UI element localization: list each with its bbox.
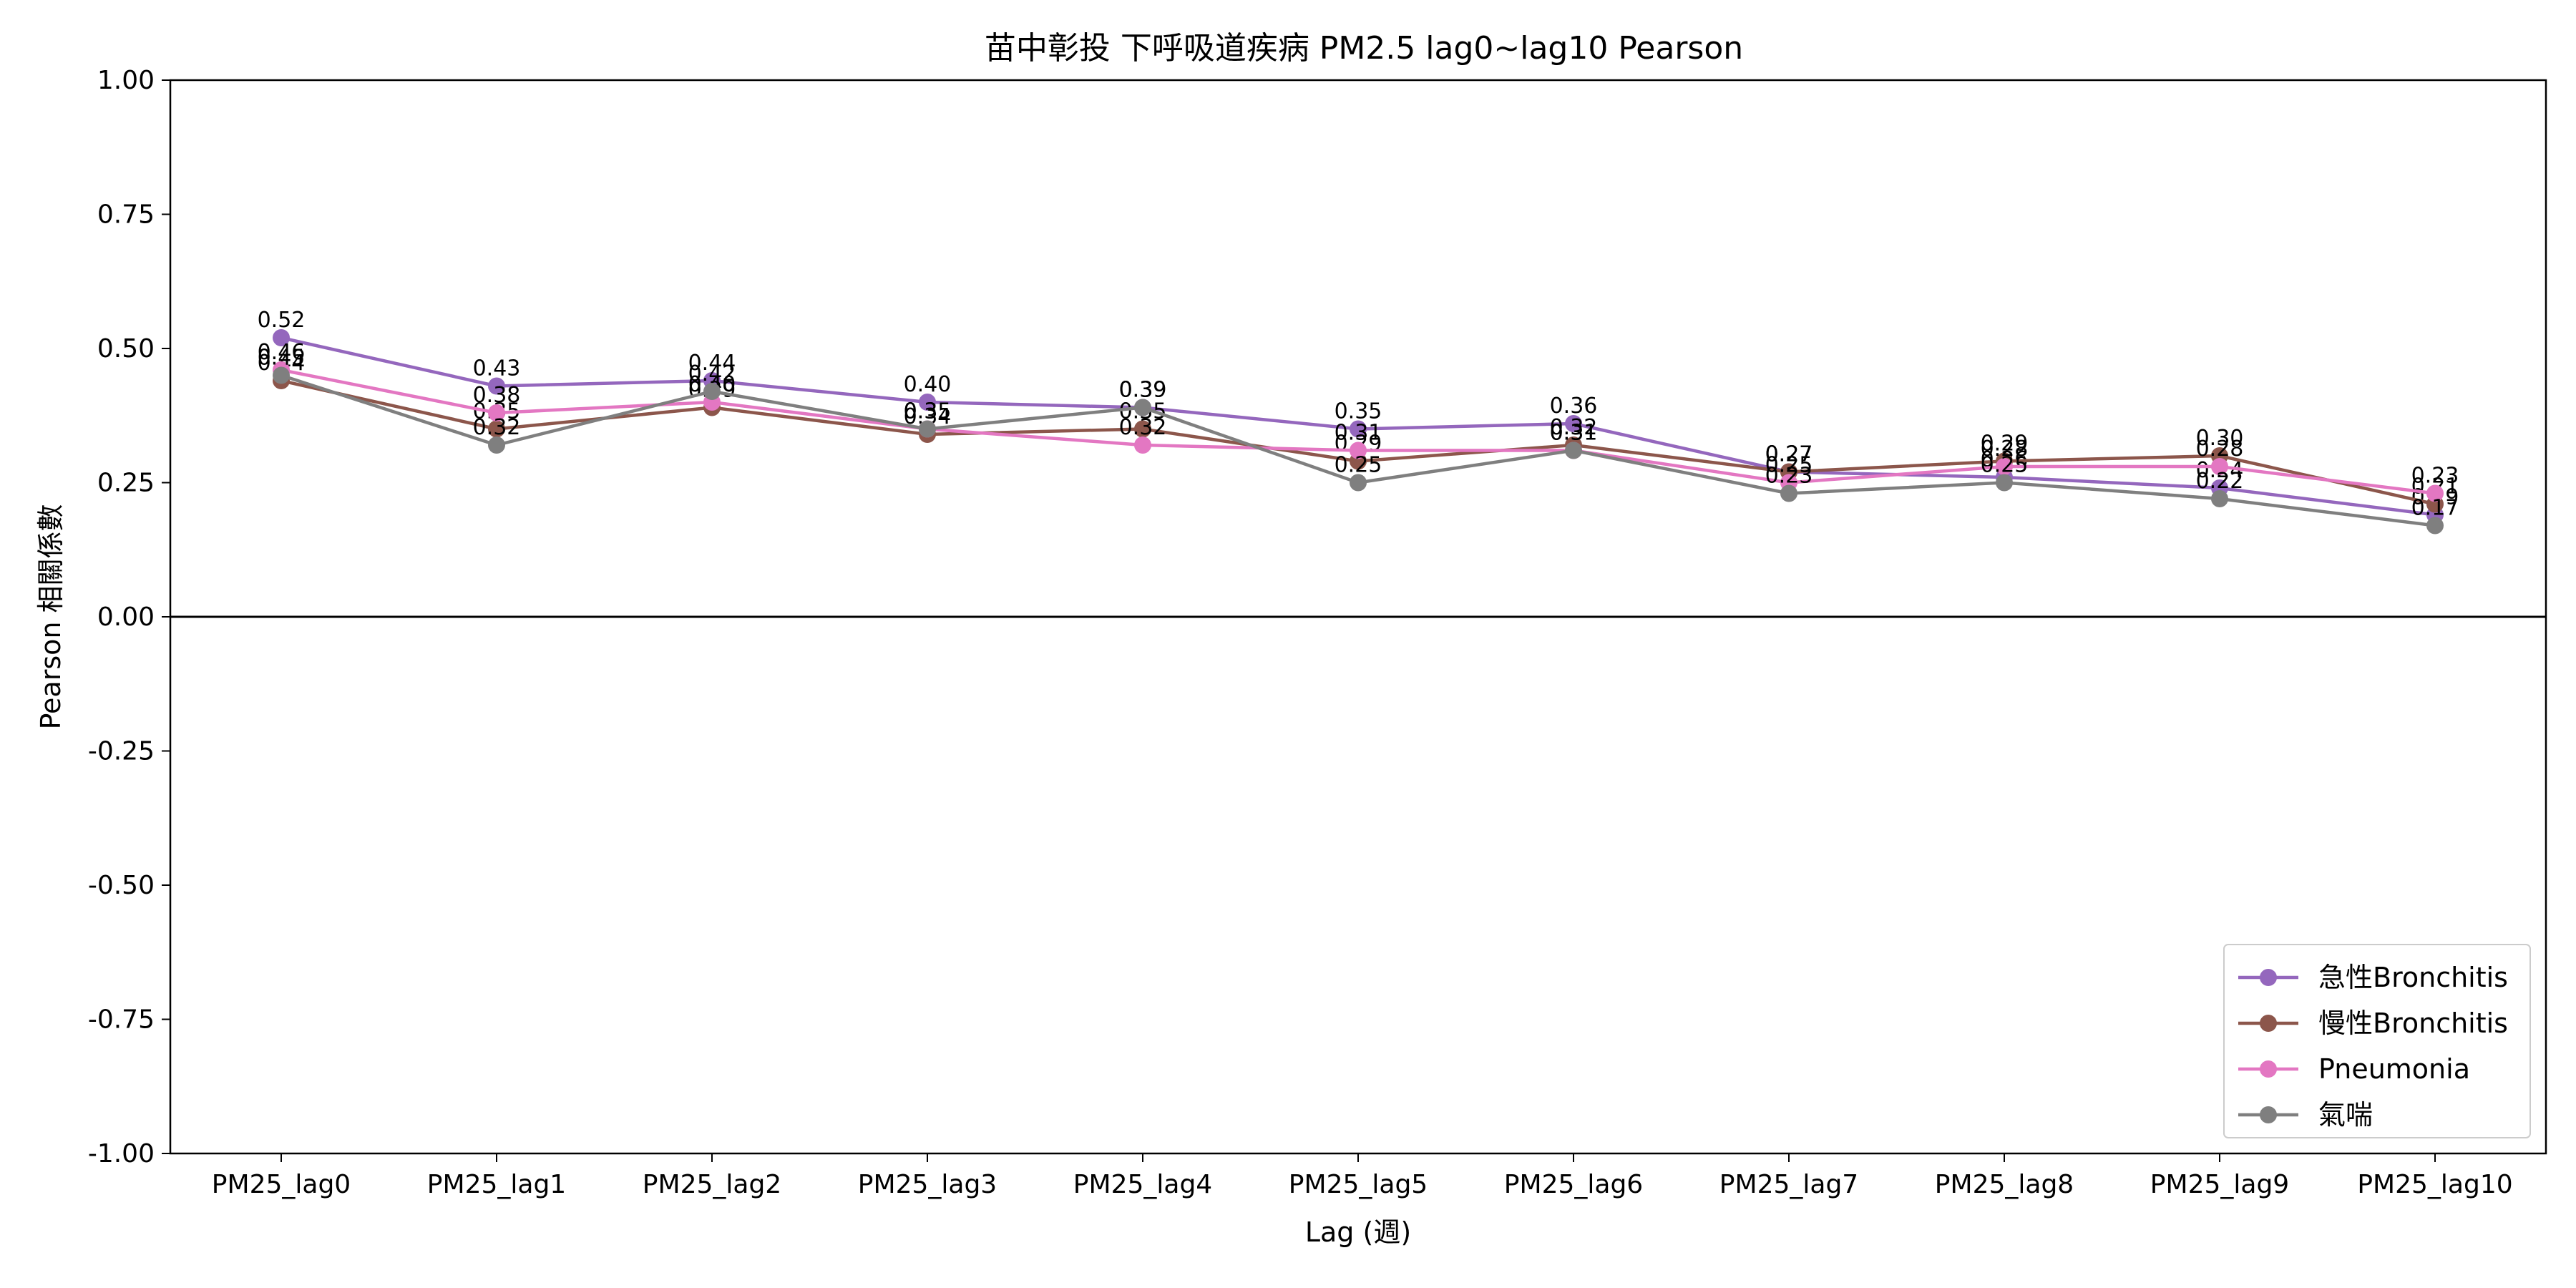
data-point bbox=[1996, 474, 2013, 492]
y-axis-label: Pearson 相關係數 bbox=[35, 504, 67, 729]
y-tick-label: 0.25 bbox=[97, 469, 155, 498]
data-point bbox=[488, 404, 505, 421]
data-label: 0.38 bbox=[473, 383, 521, 408]
data-point bbox=[2211, 490, 2228, 507]
legend-marker bbox=[2260, 1015, 2277, 1032]
legend-label: 氣喘 bbox=[2318, 1099, 2373, 1131]
data-point bbox=[488, 420, 505, 438]
data-label: 0.40 bbox=[904, 372, 952, 397]
x-tick-label: PM25_lag2 bbox=[643, 1170, 781, 1199]
legend: 急性Bronchitis 慢性Bronchitis Pneumonia 氣喘 bbox=[2223, 944, 2531, 1138]
legend-label: Pneumonia bbox=[2318, 1053, 2470, 1085]
data-point bbox=[1996, 458, 2013, 475]
x-tick-label: PM25_lag1 bbox=[427, 1170, 566, 1199]
y-tick-label: 0.00 bbox=[97, 602, 155, 632]
legend-marker bbox=[2260, 969, 2277, 986]
data-label: 0.39 bbox=[1119, 378, 1167, 403]
data-label: 0.25 bbox=[1335, 453, 1382, 478]
data-label: 0.31 bbox=[1335, 421, 1382, 446]
y-tick-label: -0.50 bbox=[88, 871, 155, 900]
data-point bbox=[488, 377, 505, 395]
data-point bbox=[2426, 517, 2444, 535]
x-tick-label: PM25_lag9 bbox=[2150, 1170, 2289, 1199]
data-label: 0.25 bbox=[1765, 453, 1813, 478]
data-point bbox=[1350, 474, 1367, 492]
data-label: 0.32 bbox=[1550, 415, 1598, 440]
data-label: 0.28 bbox=[2196, 436, 2244, 462]
y-tick-label: -1.00 bbox=[88, 1139, 155, 1169]
data-label: 0.35 bbox=[904, 399, 952, 424]
y-tick-label: -0.25 bbox=[88, 737, 155, 766]
data-point bbox=[1134, 436, 1151, 454]
data-label: 0.28 bbox=[1981, 436, 2029, 462]
legend-marker bbox=[2260, 1060, 2277, 1078]
y-tick-label: 0.50 bbox=[97, 334, 155, 364]
data-point bbox=[703, 383, 721, 400]
data-label: 0.52 bbox=[258, 308, 306, 333]
legend-marker bbox=[2260, 1106, 2277, 1123]
data-label: 0.31 bbox=[1550, 421, 1598, 446]
data-point bbox=[273, 329, 290, 346]
data-point bbox=[2211, 458, 2228, 475]
y-tick-label: 0.75 bbox=[97, 200, 155, 230]
x-tick-label: PM25_lag6 bbox=[1504, 1170, 1643, 1199]
data-label: 0.30 bbox=[2196, 426, 2244, 451]
legend-label: 急性Bronchitis bbox=[2318, 962, 2508, 993]
data-label: 0.31 bbox=[1550, 421, 1598, 446]
x-tick-label: PM25_lag3 bbox=[858, 1170, 997, 1199]
data-point bbox=[1134, 399, 1151, 416]
data-point bbox=[2426, 484, 2444, 502]
data-point bbox=[1350, 420, 1367, 438]
legend-frame bbox=[2223, 944, 2531, 1138]
chart-title: 苗中彰投 下呼吸道疾病 PM2.5 lag0~lag10 Pearson bbox=[985, 30, 1743, 67]
data-point bbox=[1350, 441, 1367, 459]
data-label: 0.46 bbox=[258, 340, 306, 365]
data-label: 0.29 bbox=[1981, 431, 2029, 457]
data-label: 0.32 bbox=[1119, 415, 1167, 440]
data-label: 0.17 bbox=[2411, 496, 2459, 521]
data-point bbox=[1565, 441, 1582, 459]
data-label: 0.23 bbox=[2411, 464, 2459, 489]
data-label: 0.25 bbox=[1981, 453, 2029, 478]
plot-area: 1.00 0.75 0.50 0.25 0.00 -0.25 -0.50 -0.75 -1.00… bbox=[88, 66, 2546, 1199]
x-tick-label: PM25_lag8 bbox=[1935, 1170, 2074, 1199]
data-point bbox=[919, 394, 936, 411]
legend-label: 慢性Bronchitis bbox=[2318, 1008, 2508, 1039]
data-label: 0.45 bbox=[258, 346, 306, 371]
data-point bbox=[1565, 415, 1582, 432]
x-axis-label: Lag (週) bbox=[1305, 1216, 1411, 1248]
data-point bbox=[1134, 420, 1151, 438]
data-point bbox=[1780, 484, 1797, 502]
data-label: 0.32 bbox=[473, 415, 521, 440]
data-label: 0.36 bbox=[1550, 394, 1598, 419]
data-point bbox=[273, 366, 290, 384]
y-tick-label: 1.00 bbox=[97, 66, 155, 95]
data-label: 0.35 bbox=[904, 399, 952, 424]
y-tick-label: -0.75 bbox=[88, 1005, 155, 1035]
data-label: 0.27 bbox=[1765, 442, 1813, 467]
data-label: 0.27 bbox=[1765, 442, 1813, 467]
x-tick-label: PM25_lag0 bbox=[212, 1170, 351, 1199]
data-label: 0.39 bbox=[1119, 378, 1167, 403]
data-label: 0.35 bbox=[1335, 399, 1382, 424]
data-point bbox=[488, 436, 505, 454]
x-tick-label: PM25_lag10 bbox=[2357, 1170, 2512, 1199]
data-label: 0.23 bbox=[1765, 464, 1813, 489]
plot-frame bbox=[169, 79, 2547, 1155]
data-label: 0.44 bbox=[688, 351, 736, 376]
data-label: 0.22 bbox=[2196, 469, 2244, 494]
x-tick-label: PM25_lag7 bbox=[1719, 1170, 1858, 1199]
data-point bbox=[919, 420, 936, 438]
x-tick-label: PM25_lag5 bbox=[1289, 1170, 1428, 1199]
data-label: 0.42 bbox=[688, 361, 736, 386]
x-tick-label: PM25_lag4 bbox=[1073, 1170, 1212, 1199]
data-label: 0.43 bbox=[473, 356, 521, 381]
